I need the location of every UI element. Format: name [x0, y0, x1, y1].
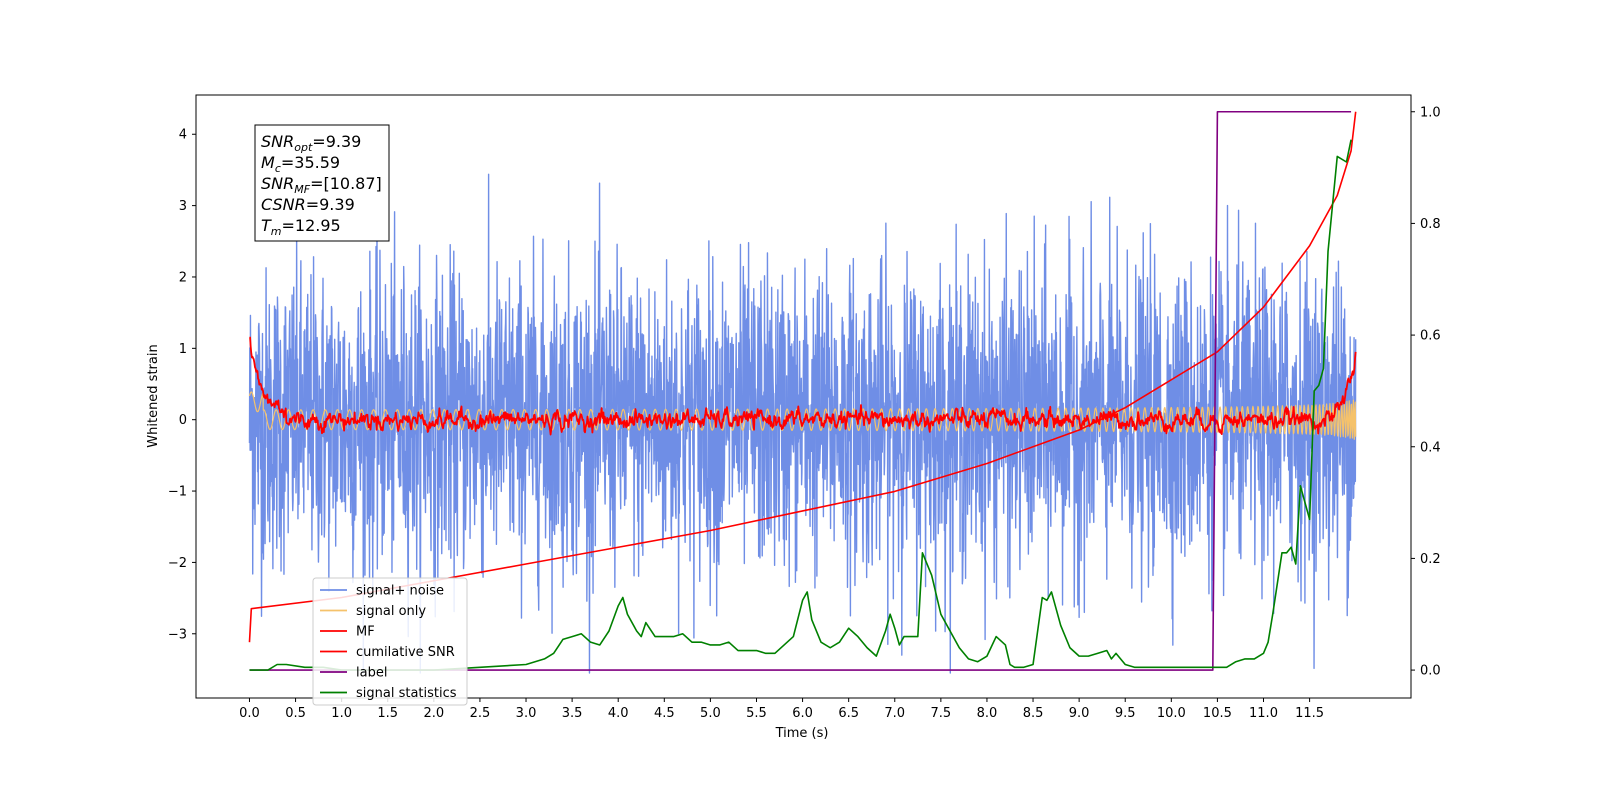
y-tick-label: 1	[179, 342, 187, 357]
y-tick-label: 2	[179, 270, 187, 285]
x-tick-label: 2.5	[470, 706, 491, 721]
x-tick-label: 0.0	[239, 706, 260, 721]
x-tick-label: 5.5	[746, 706, 767, 721]
y2-tick-label: 0.6	[1420, 329, 1441, 344]
y2-tick-label: 1.0	[1420, 105, 1441, 120]
x-tick-label: 0.5	[285, 706, 306, 721]
x-tick-label: 1.5	[377, 706, 398, 721]
x-tick-label: 10.0	[1157, 706, 1186, 721]
signal-only-line	[248, 391, 1357, 440]
x-tick-label: 10.5	[1203, 706, 1232, 721]
y2-tick-label: 0.4	[1420, 440, 1441, 455]
x-tick-label: 7.5	[931, 706, 952, 721]
annotation-line: SNRopt=9.39	[261, 132, 361, 154]
y-tick-label: 4	[179, 128, 187, 143]
x-tick-label: 8.5	[1023, 706, 1044, 721]
label-line	[249, 110, 1352, 671]
y-axis-left: −3 −2 −1 0 1 2 3 4	[168, 128, 196, 642]
x-axis: 0.0 0.5 1.0 1.5 2.0 2.5 3.0 3.5 4.0 4.5 5.0 5.5 6.0 6…	[239, 698, 1324, 721]
y-axis-right: 0.0 0.2 0.4 0.6 0.8 1.0	[1411, 105, 1441, 679]
x-tick-label: 11.5	[1295, 706, 1324, 721]
annotation-line: Tm=12.95	[261, 216, 341, 238]
x-tick-label: 5.0	[700, 706, 721, 721]
signal-statistics-line	[249, 139, 1352, 671]
legend-label: signal+ noise	[356, 584, 444, 599]
annotation-line: SNRMF=[10.87]	[261, 174, 382, 196]
x-tick-label: 8.0	[977, 706, 998, 721]
signal-noise-line	[248, 173, 1357, 674]
x-tick-label: 3.5	[562, 706, 583, 721]
annotation-frame	[254, 124, 390, 242]
legend-label: label	[356, 666, 387, 681]
x-tick-label: 4.5	[654, 706, 675, 721]
legend-label: signal statistics	[356, 686, 457, 701]
x-tick-label: 6.0	[792, 706, 813, 721]
y-axis-label: Whitened strain	[146, 344, 161, 447]
x-tick-label: 1.0	[331, 706, 352, 721]
y2-tick-label: 0.8	[1420, 217, 1441, 232]
x-tick-label: 3.0	[516, 706, 537, 721]
y-tick-label: −3	[168, 627, 187, 642]
legend: signal+ noise signal only MF cumilative SNR…	[312, 577, 468, 706]
x-tick-label: 7.0	[884, 706, 905, 721]
y-tick-label: −1	[168, 485, 187, 500]
legend-frame	[312, 577, 468, 706]
x-tick-label: 4.0	[608, 706, 629, 721]
x-tick-label: 2.0	[423, 706, 444, 721]
y2-tick-label: 0.2	[1420, 552, 1441, 567]
annotation-box: SNRopt=9.39Mc=35.59SNRMF=[10.87]CSNR=9.3…	[254, 124, 390, 242]
plot-frame	[195, 94, 1412, 699]
legend-label: signal only	[356, 604, 426, 619]
x-axis-label: Time (s)	[775, 726, 829, 741]
y-tick-label: 3	[179, 199, 187, 214]
legend-label: MF	[356, 625, 375, 640]
y2-tick-label: 0.0	[1420, 664, 1441, 679]
y-tick-label: 0	[179, 413, 187, 428]
annotation-line: CSNR=9.39	[261, 195, 355, 214]
annotation-line: Mc=35.59	[261, 153, 340, 175]
y-tick-label: −2	[168, 556, 187, 571]
x-tick-label: 6.5	[838, 706, 859, 721]
legend-label: cumilative SNR	[356, 645, 455, 660]
mf-line	[249, 336, 1357, 436]
x-tick-label: 9.0	[1069, 706, 1090, 721]
x-tick-label: 9.5	[1115, 706, 1136, 721]
x-tick-label: 11.0	[1249, 706, 1278, 721]
